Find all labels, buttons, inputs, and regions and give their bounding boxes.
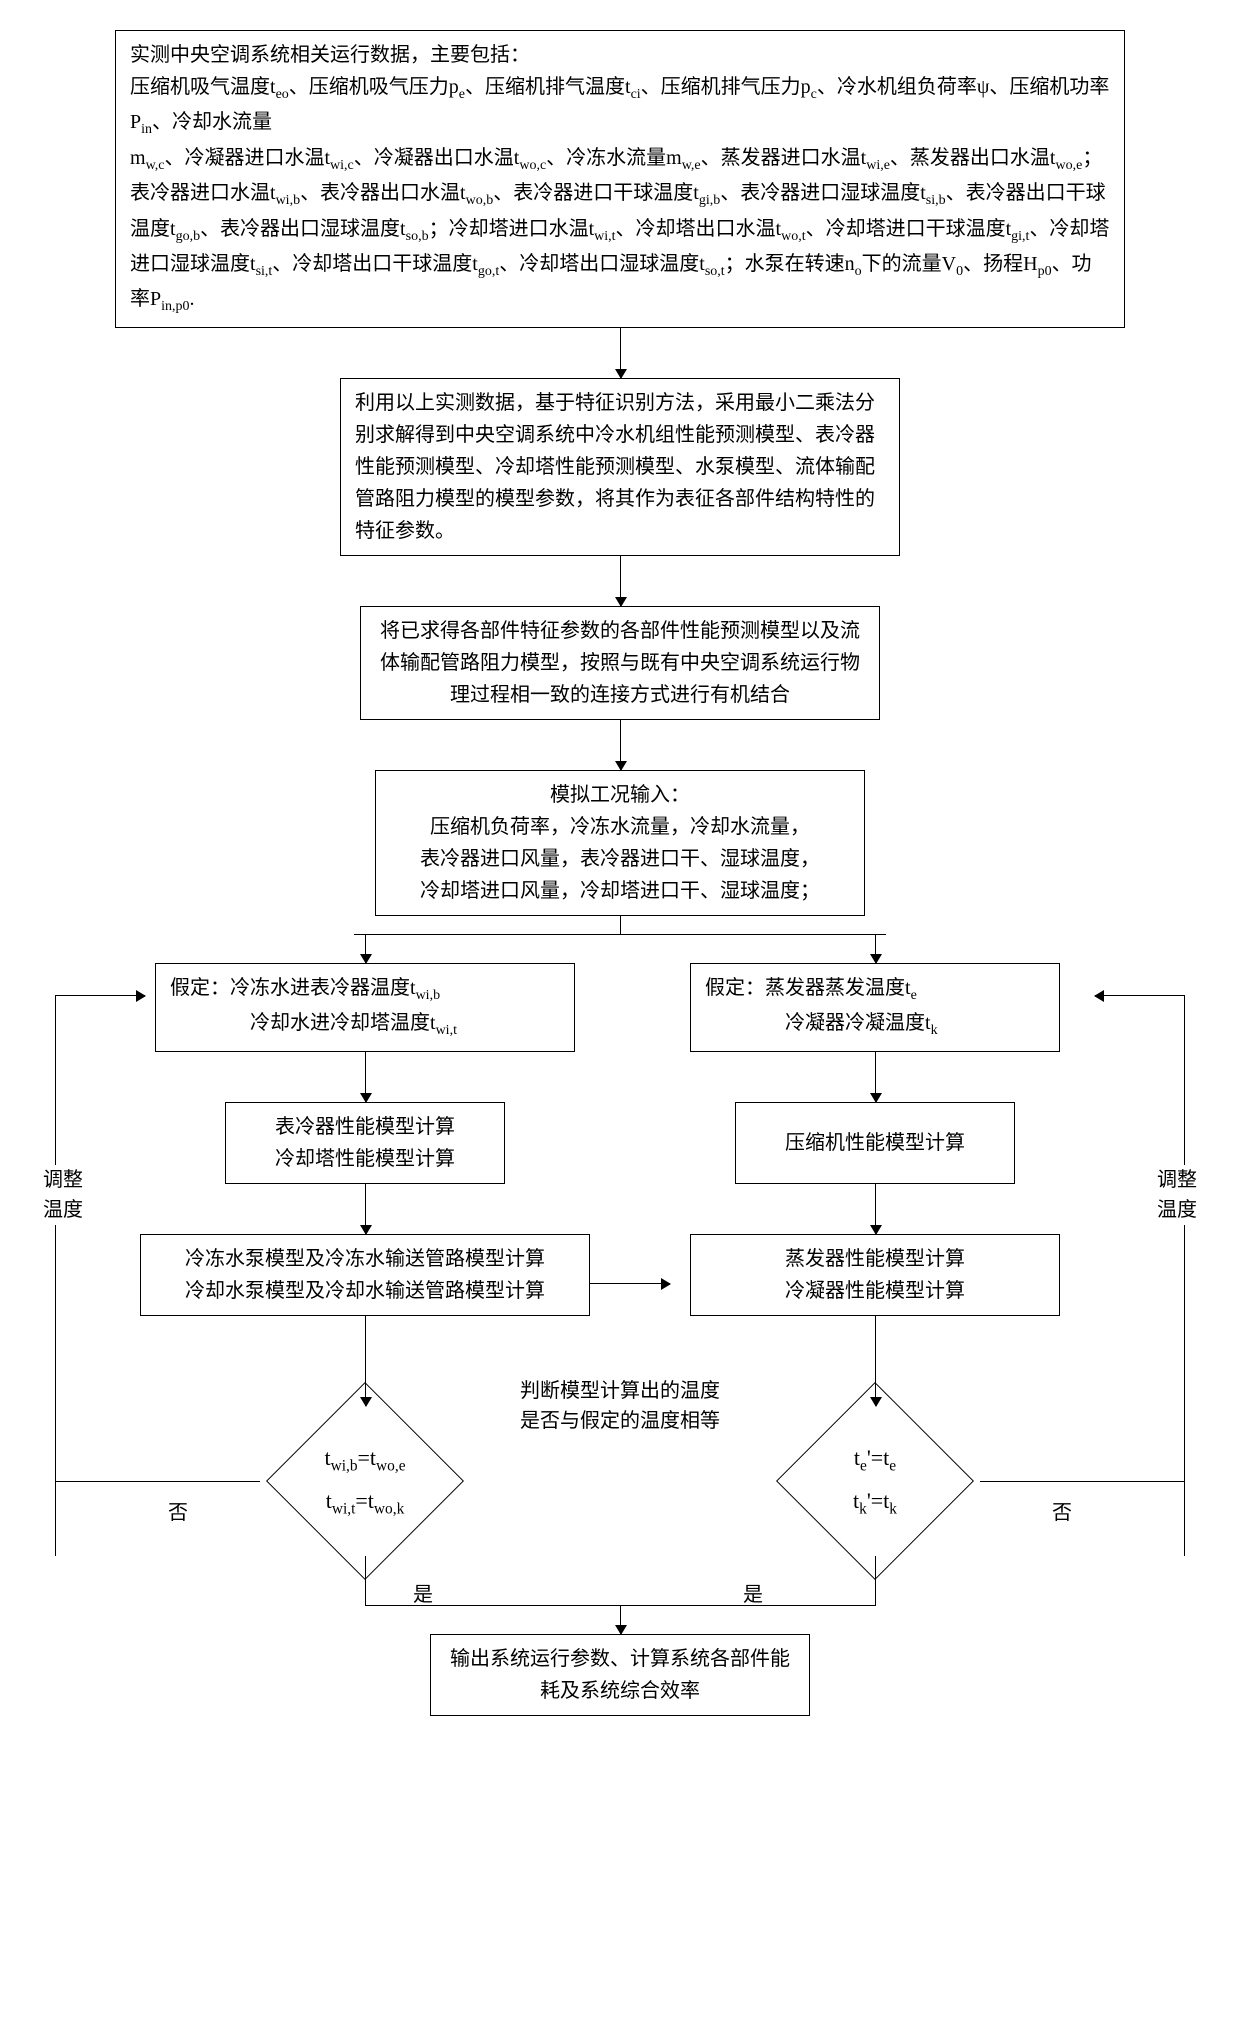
- node-least-squares: 利用以上实测数据，基于特征识别方法，采用最小二乘法分别求解得到中央空调系统中冷水…: [340, 378, 900, 556]
- left-calc2-l1: 冷冻水泵模型及冷冻水输送管路模型计算: [155, 1243, 575, 1275]
- node-output: 输出系统运行参数、计算系统各部件能耗及系统综合效率: [430, 1634, 810, 1716]
- node2-text: 利用以上实测数据，基于特征识别方法，采用最小二乘法分别求解得到中央空调系统中冷水…: [355, 387, 885, 547]
- connector: [875, 1556, 876, 1606]
- node4-l3: 冷却塔进口风量，冷却塔进口干、湿球温度；: [390, 875, 850, 907]
- arrow: [620, 1606, 621, 1634]
- left-assume-l2: 冷却水进冷却塔温度twi,t: [170, 1007, 560, 1042]
- node1-line3: mw,c、冷凝器进口水温twi,c、冷凝器出口水温two,c、冷冻水流量mw,e…: [130, 142, 1110, 319]
- node3-text: 将已求得各部件特征参数的各部件性能预测模型以及流体输配管路阻力模型，按照与既有中…: [375, 615, 865, 711]
- left-cond-l2: twi,t=two,k: [324, 1481, 405, 1523]
- left-calc2-l2: 冷却水泵模型及冷却水输送管路模型计算: [155, 1275, 575, 1307]
- right-calc2-l1: 蒸发器性能模型计算: [705, 1243, 1045, 1275]
- right-cond-l2: tk'=tk: [853, 1481, 897, 1523]
- node-measured-data: 实测中央空调系统相关运行数据，主要包括： 压缩机吸气温度teo、压缩机吸气压力p…: [115, 30, 1125, 328]
- yes-right-label: 是: [740, 1578, 766, 1607]
- arrow: [620, 720, 621, 770]
- right-calc2: 蒸发器性能模型计算 冷凝器性能模型计算: [690, 1234, 1060, 1316]
- left-cond-l1: twi,b=two,e: [324, 1438, 405, 1480]
- right-calc1: 压缩机性能模型计算: [735, 1102, 1015, 1184]
- split-section: 假定：冷冻水进表冷器温度twi,b 冷却水进冷却塔温度twi,t 表冷器性能模型…: [110, 935, 1130, 1316]
- connector: [620, 916, 621, 934]
- left-decision: twi,b=two,e twi,t=two,k: [260, 1406, 470, 1556]
- left-calc1-l1: 表冷器性能模型计算: [240, 1111, 490, 1143]
- no-left-h: [55, 1481, 260, 1482]
- node4-l2: 表冷器进口风量，表冷器进口干、湿球温度，: [390, 843, 850, 875]
- node1-line2: 压缩机吸气温度teo、压缩机吸气压力pe、压缩机排气温度tci、压缩机排气压力p…: [130, 71, 1110, 142]
- arrow: [875, 1052, 876, 1102]
- left-assume-l1: 假定：冷冻水进表冷器温度twi,b: [170, 972, 560, 1007]
- connector: [365, 1556, 366, 1606]
- feedback-left-top: [55, 995, 145, 996]
- no-right-label: 否: [1049, 1496, 1075, 1525]
- yes-merge: 是 是: [110, 1556, 1130, 1606]
- feedback-left-v: [55, 995, 56, 1556]
- right-assume: 假定：蒸发器蒸发温度te 冷凝器冷凝温度tk: [690, 963, 1060, 1052]
- left-calc2: 冷冻水泵模型及冷冻水输送管路模型计算 冷却水泵模型及冷却水输送管路模型计算: [140, 1234, 590, 1316]
- left-calc1-l2: 冷却塔性能模型计算: [240, 1143, 490, 1175]
- feedback-right-v: [1184, 995, 1185, 1556]
- arrow: [875, 1184, 876, 1234]
- node-sim-input: 模拟工况输入： 压缩机负荷率，冷冻水流量，冷却水流量， 表冷器进口风量，表冷器进…: [375, 770, 865, 916]
- left-decision-col: twi,b=two,e twi,t=two,k 否: [110, 1316, 620, 1556]
- left-cond-text: twi,b=two,e twi,t=two,k: [324, 1438, 405, 1522]
- feedback-right-top: [1095, 995, 1185, 996]
- right-cond-text: te'=te tk'=tk: [853, 1438, 897, 1522]
- left-branch: 假定：冷冻水进表冷器温度twi,b 冷却水进冷却塔温度twi,t 表冷器性能模型…: [110, 935, 620, 1316]
- node4-l1: 压缩机负荷率，冷冻水流量，冷却水流量，: [390, 811, 850, 843]
- arrow: [365, 1184, 366, 1234]
- arrow: [620, 328, 621, 378]
- no-left-label: 否: [165, 1496, 191, 1525]
- arrow: [365, 935, 366, 963]
- output-text: 输出系统运行参数、计算系统各部件能耗及系统综合效率: [445, 1643, 795, 1707]
- node4-title: 模拟工况输入：: [390, 779, 850, 811]
- right-assume-l2: 冷凝器冷凝温度tk: [705, 1007, 1045, 1042]
- right-assume-l1: 假定：蒸发器蒸发温度te: [705, 972, 1045, 1007]
- right-calc1-text: 压缩机性能模型计算: [750, 1127, 1000, 1159]
- node-combine-models: 将已求得各部件特征参数的各部件性能预测模型以及流体输配管路阻力模型，按照与既有中…: [360, 606, 880, 720]
- flowchart-root: 实测中央空调系统相关运行数据，主要包括： 压缩机吸气温度teo、压缩机吸气压力p…: [50, 30, 1190, 1716]
- arrow: [875, 935, 876, 963]
- arrow-cross: [590, 1283, 670, 1284]
- right-decision: te'=te tk'=tk: [770, 1406, 980, 1556]
- arrow: [365, 1052, 366, 1102]
- node1-line1: 实测中央空调系统相关运行数据，主要包括：: [130, 39, 1110, 71]
- left-calc1: 表冷器性能模型计算 冷却塔性能模型计算: [225, 1102, 505, 1184]
- right-decision-col: te'=te tk'=tk 否: [620, 1316, 1130, 1556]
- decision-row: twi,b=two,e twi,t=two,k 否 判断模型计算出的温度是否与假…: [110, 1316, 1130, 1556]
- arrow: [620, 556, 621, 606]
- right-branch: 假定：蒸发器蒸发温度te 冷凝器冷凝温度tk 压缩机性能模型计算 蒸发器性能模型…: [620, 935, 1130, 1316]
- left-assume: 假定：冷冻水进表冷器温度twi,b 冷却水进冷却塔温度twi,t: [155, 963, 575, 1052]
- right-cond-l1: te'=te: [853, 1438, 897, 1480]
- yes-left-label: 是: [410, 1578, 436, 1607]
- right-calc2-l2: 冷凝器性能模型计算: [705, 1275, 1045, 1307]
- adjust-left-label: 调整温度: [40, 1165, 86, 1225]
- no-right-h: [980, 1481, 1185, 1482]
- adjust-right-label: 调整温度: [1154, 1165, 1200, 1225]
